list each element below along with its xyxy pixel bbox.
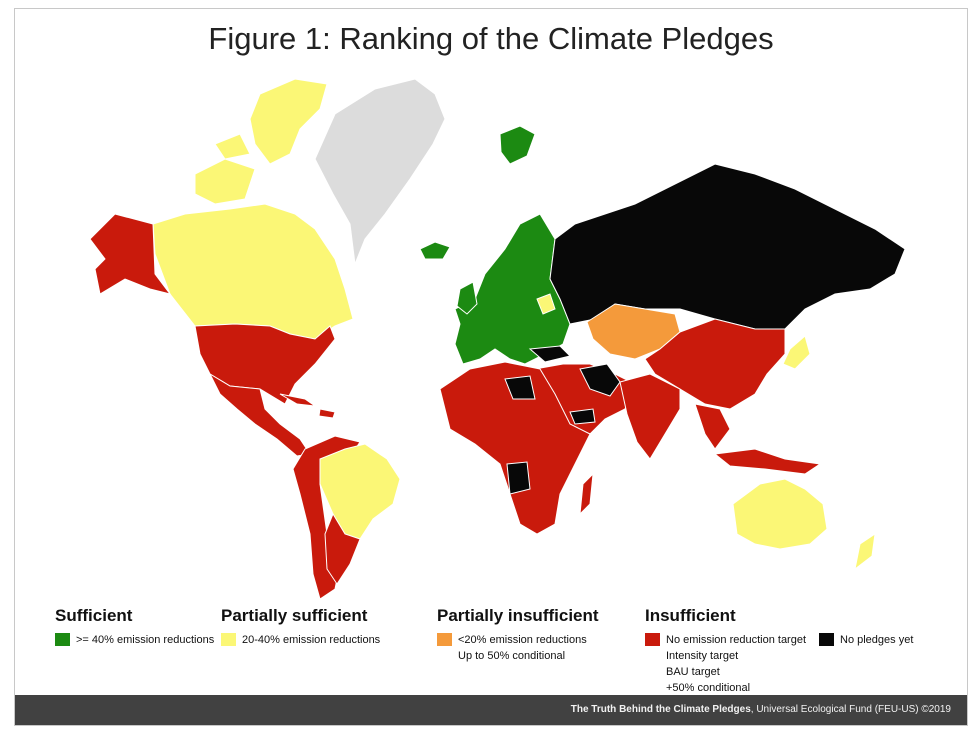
- legend-heading-partially-insufficient: Partially insufficient: [437, 606, 599, 625]
- swatch-partially-insufficient: [437, 633, 452, 646]
- legend-heading-sufficient: Sufficient: [55, 606, 133, 625]
- region-africa: [439, 361, 591, 535]
- swatch-no-pledge: [819, 633, 834, 646]
- swatch-sufficient: [55, 633, 70, 646]
- region-libya: [504, 375, 536, 400]
- legend-sufficient: Sufficient >= 40% emission reductions: [55, 606, 214, 648]
- region-svalbard: [499, 125, 536, 165]
- figure-title: Figure 1: Ranking of the Climate Pledges: [208, 21, 774, 56]
- region-canada-arctic: [249, 78, 328, 165]
- legend-item: +50% conditional: [666, 682, 751, 694]
- footer-credit: The Truth Behind the Climate Pledges, Un…: [15, 695, 967, 725]
- legend-item: Up to 50% conditional: [458, 650, 566, 662]
- world-map: [89, 78, 906, 599]
- region-russia: [549, 163, 906, 330]
- legend-item: >= 40% emission reductions: [76, 633, 215, 646]
- region-canada-islands: [194, 133, 256, 205]
- legend-partially-sufficient: Partially sufficient 20-40% emission red…: [221, 606, 380, 648]
- region-china-east-asia: [644, 318, 786, 410]
- region-greenland: [314, 78, 446, 265]
- region-caribbean: [279, 393, 336, 419]
- region-turkey-nopledge: [528, 345, 571, 363]
- region-eastern-europe-yellow: [536, 293, 556, 315]
- region-yemen: [569, 408, 596, 425]
- swatch-partially-sufficient: [221, 633, 236, 646]
- legend-item: No pledges yet: [840, 633, 914, 646]
- legend-partially-insufficient: Partially insufficient <20% emission red…: [437, 606, 599, 664]
- legend-heading-insufficient: Insufficient: [645, 606, 736, 625]
- legend-item: BAU target: [666, 666, 720, 678]
- region-southern-cone: [324, 512, 361, 585]
- region-uk: [456, 281, 478, 315]
- region-brazil: [319, 443, 401, 540]
- legend-item: 20-40% emission reductions: [242, 633, 381, 646]
- legend-item: Intensity target: [666, 650, 739, 662]
- region-new-zealand: [854, 532, 876, 571]
- footer-source-title: The Truth Behind the Climate Pledges: [570, 704, 751, 715]
- region-canada: [152, 203, 354, 340]
- region-southeast-asia: [694, 403, 822, 475]
- swatch-insufficient: [645, 633, 660, 646]
- region-india: [619, 373, 681, 460]
- region-alaska: [89, 213, 172, 295]
- region-iceland: [419, 241, 451, 260]
- region-iran-nopledge: [579, 363, 621, 397]
- region-japan: [782, 335, 811, 370]
- region-europe: [454, 213, 571, 365]
- legend-insufficient: Insufficient No emission reduction targe…: [645, 606, 806, 696]
- figure-frame: Figure 1: Ranking of the Climate Pledges: [14, 8, 968, 726]
- region-madagascar: [579, 472, 594, 516]
- legend-heading-partially-sufficient: Partially sufficient: [221, 606, 368, 625]
- region-australia: [732, 478, 828, 550]
- legend-item: No emission reduction target: [666, 633, 807, 646]
- footer-source-rest: , Universal Ecological Fund (FEU-US) ©20…: [750, 704, 951, 715]
- region-angola: [506, 461, 531, 495]
- legend-no-pledge: No pledges yet: [819, 628, 913, 648]
- legend-item: <20% emission reductions: [458, 633, 587, 646]
